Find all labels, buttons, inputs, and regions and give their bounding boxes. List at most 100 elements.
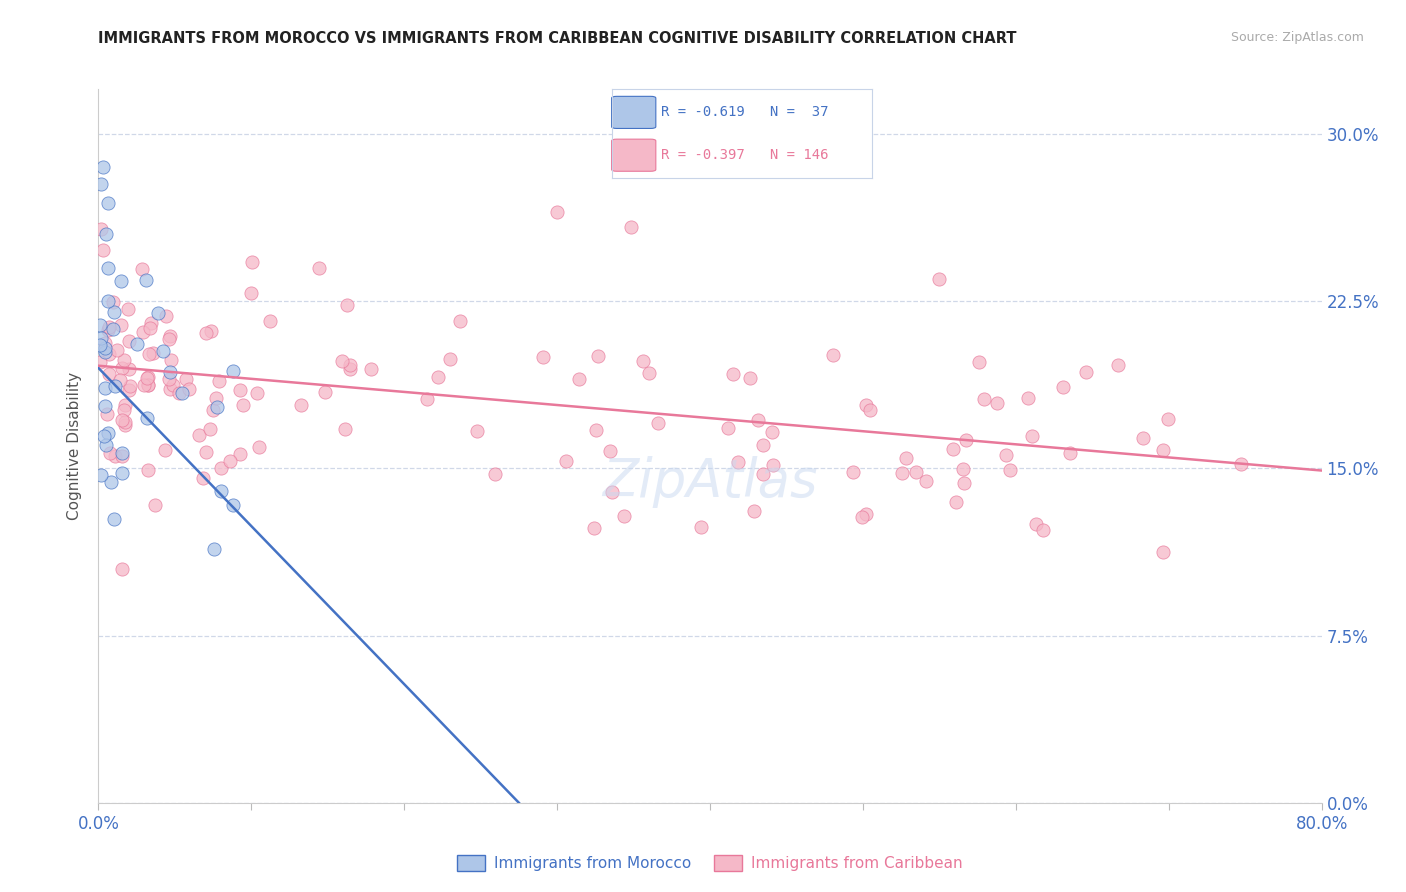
Point — [689, 520, 711, 534]
Point — [229, 384, 252, 398]
Point — [93, 345, 115, 359]
Point — [89, 338, 111, 352]
Point — [762, 458, 785, 472]
Point — [118, 334, 141, 348]
Point — [942, 442, 965, 456]
Point — [723, 367, 745, 381]
Point — [198, 422, 221, 436]
Point — [132, 378, 155, 392]
Point — [1074, 365, 1097, 379]
Point — [904, 465, 927, 479]
Point — [179, 382, 201, 396]
Point — [339, 362, 361, 376]
Point — [546, 204, 568, 219]
Text: R = -0.619   N =  37: R = -0.619 N = 37 — [661, 105, 828, 120]
Point — [955, 434, 977, 448]
Point — [613, 509, 636, 524]
Point — [246, 385, 269, 400]
Point — [229, 447, 252, 461]
Point — [89, 318, 111, 332]
Point — [97, 195, 120, 210]
Point — [336, 298, 359, 312]
Point — [111, 412, 134, 426]
Point — [631, 354, 654, 368]
Point — [761, 425, 783, 440]
Point — [742, 503, 765, 517]
Point — [202, 542, 225, 557]
Point — [93, 429, 115, 443]
Point — [1152, 442, 1174, 457]
Point — [110, 318, 132, 332]
Point — [98, 445, 121, 459]
Point — [333, 422, 356, 436]
Point — [1025, 517, 1047, 532]
Point — [1157, 412, 1180, 426]
Point — [136, 463, 159, 477]
Point — [89, 354, 111, 368]
Point — [484, 467, 506, 481]
Point — [1059, 446, 1081, 460]
Point — [727, 455, 749, 469]
Point — [554, 453, 576, 467]
Point — [111, 360, 134, 375]
Point — [416, 392, 439, 407]
Point — [167, 385, 190, 400]
Point — [94, 336, 117, 351]
Point — [200, 325, 222, 339]
Point — [90, 331, 112, 345]
Point — [222, 364, 245, 378]
Point — [890, 466, 912, 480]
Y-axis label: Cognitive Disability: Cognitive Disability — [67, 372, 83, 520]
Point — [104, 379, 127, 393]
Point — [135, 410, 157, 425]
Point — [188, 428, 211, 442]
Point — [155, 309, 177, 323]
Point — [290, 398, 312, 412]
Point — [114, 398, 136, 412]
Point — [93, 243, 115, 257]
Point — [859, 403, 882, 417]
Point — [104, 449, 127, 463]
Point — [136, 370, 159, 384]
Point — [747, 413, 769, 427]
Point — [195, 445, 218, 459]
FancyBboxPatch shape — [612, 139, 655, 171]
Point — [172, 385, 194, 400]
Point — [94, 381, 117, 395]
Point — [118, 361, 141, 376]
Point — [132, 326, 155, 340]
Point — [97, 323, 120, 337]
Point — [176, 372, 198, 386]
Point — [136, 377, 159, 392]
Point — [97, 260, 120, 275]
Point — [125, 337, 148, 351]
Text: R = -0.397   N = 146: R = -0.397 N = 146 — [661, 148, 828, 162]
Point — [994, 449, 1017, 463]
Point — [339, 358, 361, 372]
Point — [1107, 358, 1129, 372]
Point — [111, 446, 134, 460]
Point — [135, 273, 157, 287]
Point — [568, 372, 591, 386]
Point — [585, 423, 607, 437]
Point — [222, 498, 245, 512]
Point — [142, 346, 165, 360]
Point — [112, 402, 135, 417]
Point — [96, 438, 118, 452]
Point — [855, 398, 877, 412]
Point — [1021, 428, 1043, 442]
Point — [1017, 391, 1039, 405]
Point — [986, 396, 1008, 410]
Point — [308, 260, 330, 275]
Point — [93, 341, 115, 355]
Point — [588, 350, 610, 364]
Text: IMMIGRANTS FROM MOROCCO VS IMMIGRANTS FROM CARIBBEAN COGNITIVE DISABILITY CORREL: IMMIGRANTS FROM MOROCCO VS IMMIGRANTS FR… — [98, 31, 1017, 46]
Point — [101, 322, 124, 336]
Point — [928, 271, 950, 285]
Point — [1152, 545, 1174, 559]
Point — [97, 294, 120, 309]
Point — [146, 305, 169, 319]
Point — [117, 383, 139, 397]
Point — [531, 350, 554, 364]
Point — [599, 444, 621, 458]
